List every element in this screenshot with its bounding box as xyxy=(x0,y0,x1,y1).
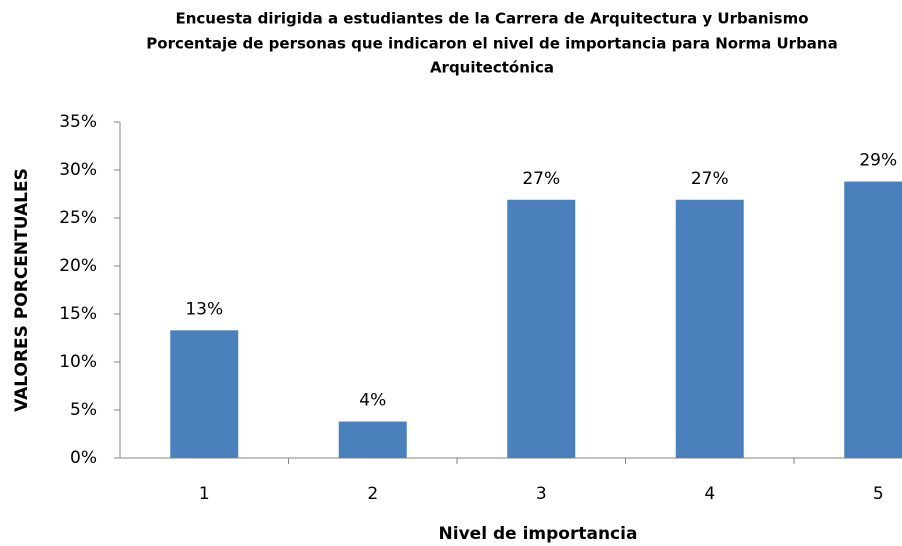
chart-title: Encuesta dirigida a estudiantes de la Ca… xyxy=(175,10,808,28)
data-label: 29% xyxy=(859,151,897,171)
bar xyxy=(675,199,744,458)
y-tick-label: 30% xyxy=(59,160,97,180)
y-tick-label: 35% xyxy=(59,112,97,132)
x-tick-label: 1 xyxy=(199,484,210,504)
data-label: 27% xyxy=(691,169,729,189)
y-tick-label: 25% xyxy=(59,208,97,228)
y-tick-label: 5% xyxy=(70,400,97,420)
bar xyxy=(338,421,407,458)
data-label: 27% xyxy=(522,169,560,189)
bar xyxy=(507,199,576,458)
x-tick-label: 3 xyxy=(536,484,547,504)
x-axis-label: Nivel de importancia xyxy=(439,524,638,544)
y-axis-label: VALORES PORCENTUALES xyxy=(12,168,32,412)
y-tick-label: 15% xyxy=(59,304,97,324)
bar xyxy=(844,181,902,458)
y-tick-label: 0% xyxy=(70,448,97,468)
data-label: 4% xyxy=(359,391,386,411)
chart-title: Porcentaje de personas que indicaron el … xyxy=(146,35,837,53)
y-tick-label: 10% xyxy=(59,352,97,372)
y-tick-label: 20% xyxy=(59,256,97,276)
x-tick-label: 5 xyxy=(873,484,884,504)
x-tick-label: 2 xyxy=(367,484,378,504)
data-label: 13% xyxy=(185,299,223,319)
x-tick-label: 4 xyxy=(704,484,715,504)
chart-title: Arquitectónica xyxy=(430,59,554,77)
bar xyxy=(170,330,239,458)
